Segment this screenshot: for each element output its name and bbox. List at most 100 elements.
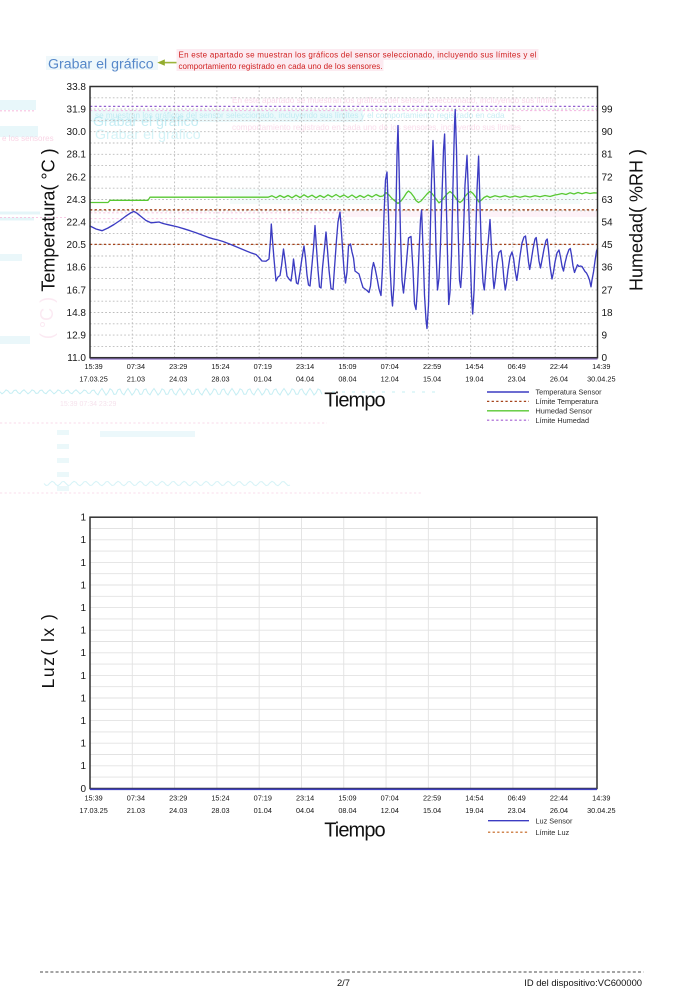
svg-text:19.04: 19.04 <box>465 375 483 384</box>
svg-text:En este apartado se muestran l: En este apartado se muestran los gráfico… <box>179 51 537 60</box>
svg-text:16.7: 16.7 <box>67 285 87 296</box>
svg-text:45: 45 <box>602 240 614 251</box>
svg-text:22:59: 22:59 <box>423 362 441 371</box>
svg-text:1: 1 <box>80 603 86 614</box>
svg-text:06:49: 06:49 <box>508 794 526 803</box>
svg-text:30.04.25: 30.04.25 <box>587 375 615 384</box>
svg-text:63: 63 <box>602 195 614 206</box>
svg-text:19.04: 19.04 <box>465 806 483 815</box>
svg-text:08.04: 08.04 <box>338 375 356 384</box>
svg-text:20.5: 20.5 <box>67 240 87 251</box>
svg-text:99: 99 <box>602 105 614 116</box>
svg-text:22:44: 22:44 <box>550 362 568 371</box>
svg-text:54: 54 <box>602 218 614 229</box>
svg-text:30.04.25: 30.04.25 <box>587 806 615 815</box>
svg-text:Grabar el gráfico: Grabar el gráfico <box>93 114 199 130</box>
svg-text:07:19: 07:19 <box>254 794 272 803</box>
svg-text:15:09: 15:09 <box>338 794 356 803</box>
svg-text:01.04: 01.04 <box>254 375 272 384</box>
svg-text:Luz( lx ): Luz( lx ) <box>38 613 58 689</box>
svg-text:07:34: 07:34 <box>127 794 145 803</box>
svg-text:14:39: 14:39 <box>592 794 610 803</box>
svg-text:21.03: 21.03 <box>127 375 145 384</box>
svg-text:Límite Humedad: Límite Humedad <box>536 416 590 425</box>
svg-text:1: 1 <box>80 558 86 569</box>
svg-text:Temperatura Sensor: Temperatura Sensor <box>536 388 603 397</box>
svg-text:1: 1 <box>80 535 86 546</box>
svg-text:15:09: 15:09 <box>338 362 356 371</box>
svg-text:Tiempo: Tiempo <box>324 820 385 842</box>
svg-text:07:04: 07:04 <box>381 794 399 803</box>
svg-text:14:54: 14:54 <box>465 362 483 371</box>
svg-text:26.04: 26.04 <box>550 375 568 384</box>
svg-text:81: 81 <box>602 150 614 161</box>
svg-text:33.8: 33.8 <box>67 82 87 93</box>
svg-text:En este apartado se muestran l: En este apartado se muestran los gráfico… <box>232 96 556 105</box>
svg-text:07:04: 07:04 <box>381 362 399 371</box>
svg-text:15:39: 15:39 <box>84 794 102 803</box>
svg-text:24.3: 24.3 <box>67 195 87 206</box>
svg-text:0: 0 <box>80 784 86 795</box>
svg-text:31.9: 31.9 <box>67 105 87 116</box>
svg-text:ID del dispositivo:VC600000: ID del dispositivo:VC600000 <box>524 977 642 988</box>
svg-text:1: 1 <box>80 671 86 682</box>
svg-text:22:59: 22:59 <box>423 794 441 803</box>
svg-text:Grabar el gráfico: Grabar el gráfico <box>48 57 154 73</box>
svg-text:14:39: 14:39 <box>592 362 610 371</box>
svg-text:06:49: 06:49 <box>508 362 526 371</box>
svg-text:72: 72 <box>602 172 614 183</box>
svg-text:0: 0 <box>602 353 608 364</box>
svg-text:Límite Luz: Límite Luz <box>536 828 570 837</box>
svg-text:e los sensores: e los sensores <box>2 134 54 143</box>
svg-text:1: 1 <box>80 716 86 727</box>
svg-text:Humedad Sensor: Humedad Sensor <box>536 406 593 415</box>
svg-text:1: 1 <box>80 648 86 659</box>
svg-text:15:39 07:34 23:29: 15:39 07:34 23:29 <box>60 401 117 408</box>
svg-text:Grabar el gráfico: Grabar el gráfico <box>95 127 201 143</box>
svg-text:Límite Temperatura: Límite Temperatura <box>536 397 600 406</box>
svg-text:comportamiento registrado en c: comportamiento registrado en cada uno de… <box>232 123 521 132</box>
svg-text:1: 1 <box>80 626 86 637</box>
svg-text:18: 18 <box>602 308 614 319</box>
svg-text:( °C ): ( °C ) <box>37 297 57 339</box>
svg-text:26.2: 26.2 <box>67 172 87 183</box>
svg-text:12.04: 12.04 <box>381 375 399 384</box>
svg-text:15.04: 15.04 <box>423 806 441 815</box>
svg-text:28.03: 28.03 <box>211 375 229 384</box>
svg-text:11.0: 11.0 <box>67 353 86 364</box>
svg-text:36: 36 <box>602 263 614 274</box>
svg-text:9: 9 <box>602 331 608 342</box>
svg-text:Luz Sensor: Luz Sensor <box>536 816 573 825</box>
svg-text:23:14: 23:14 <box>296 794 314 803</box>
svg-text:90: 90 <box>602 127 614 138</box>
svg-text:1: 1 <box>80 739 86 750</box>
svg-text:15.04: 15.04 <box>423 375 441 384</box>
svg-text:17.03.25: 17.03.25 <box>79 375 107 384</box>
svg-text:22:44: 22:44 <box>550 794 568 803</box>
svg-text:Temperatura( °C ): Temperatura( °C ) <box>39 148 59 291</box>
svg-text:30.0: 30.0 <box>67 127 87 138</box>
svg-text:1: 1 <box>80 761 86 772</box>
svg-text:se muestran los gráficos del s: se muestran los gráficos del sensor sele… <box>95 111 505 120</box>
svg-text:Humedad( %RH ): Humedad( %RH ) <box>627 149 647 291</box>
svg-text:01.04: 01.04 <box>254 806 272 815</box>
svg-text:12.04: 12.04 <box>381 806 399 815</box>
svg-text:14:54: 14:54 <box>465 794 483 803</box>
svg-text:12.9: 12.9 <box>67 331 87 342</box>
svg-text:04.04: 04.04 <box>296 806 314 815</box>
svg-text:27: 27 <box>602 285 614 296</box>
svg-text:08.04: 08.04 <box>338 806 356 815</box>
svg-text:07:34: 07:34 <box>127 362 145 371</box>
svg-text:comportamiento registrado en c: comportamiento registrado en cada uno de… <box>179 62 383 71</box>
svg-text:04.04: 04.04 <box>296 375 314 384</box>
svg-text:28.1: 28.1 <box>67 150 87 161</box>
svg-text:07:19: 07:19 <box>254 362 272 371</box>
svg-text:23:14: 23:14 <box>296 362 314 371</box>
svg-text:28.03: 28.03 <box>211 806 229 815</box>
svg-text:1: 1 <box>80 513 86 524</box>
svg-text:14.8: 14.8 <box>67 308 87 319</box>
svg-text:15:24: 15:24 <box>211 362 229 371</box>
svg-text:23:29: 23:29 <box>169 362 187 371</box>
svg-text:1: 1 <box>80 580 86 591</box>
svg-text:17.03.25: 17.03.25 <box>79 806 107 815</box>
